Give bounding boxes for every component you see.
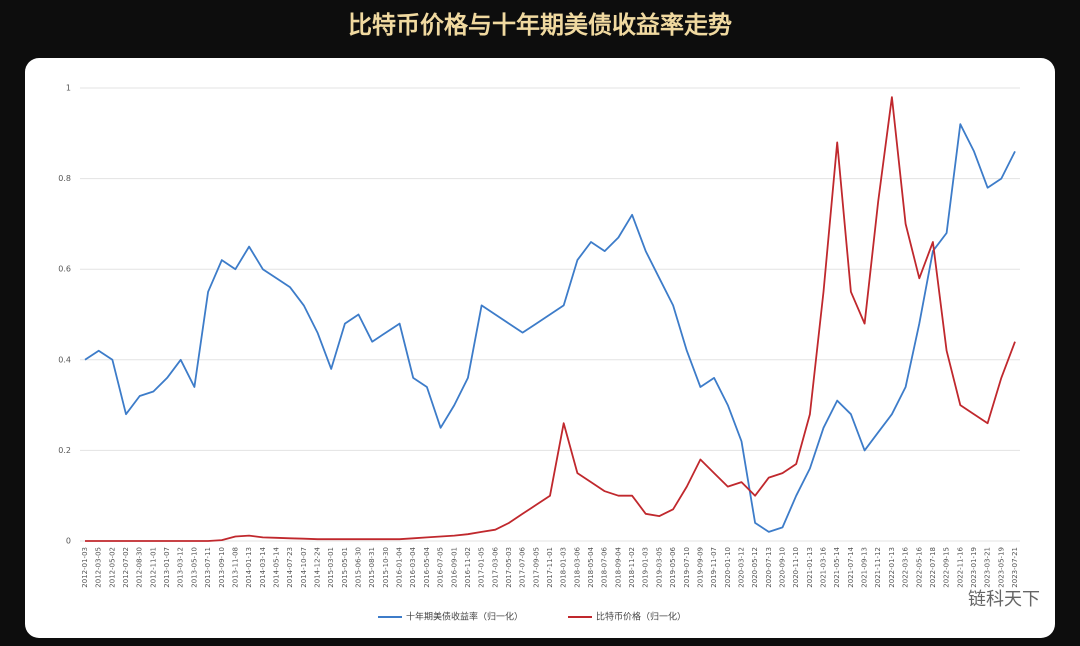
legend-label: 十年期美债收益率（归一化） — [406, 611, 523, 623]
x-tick-label: 2022-03-16 — [902, 546, 910, 587]
x-tick-label: 2020-03-12 — [737, 547, 745, 588]
x-tick-label: 2023-01-19 — [970, 547, 978, 588]
x-tick-label: 2013-09-10 — [218, 547, 226, 588]
x-tick-label: 2014-10-07 — [300, 547, 308, 588]
x-tick-label: 2019-11-07 — [710, 547, 718, 588]
x-tick-label: 2023-07-21 — [1011, 547, 1019, 588]
x-tick-label: 2016-03-04 — [409, 546, 417, 587]
x-tick-label: 2023-05-19 — [997, 547, 1005, 588]
x-tick-label: 2021-11-12 — [874, 547, 882, 588]
x-tick-label: 2017-07-06 — [519, 546, 527, 587]
x-tick-label: 2016-07-05 — [437, 547, 445, 588]
x-tick-label: 2016-11-02 — [464, 547, 472, 588]
x-tick-label: 2016-09-01 — [450, 547, 458, 588]
x-tick-label: 2014-07-23 — [286, 547, 294, 588]
x-tick-label: 2015-06-30 — [355, 547, 363, 588]
x-tick-label: 2018-03-06 — [573, 546, 581, 587]
watermark: 链科天下 — [968, 589, 1040, 610]
x-tick-label: 2012-08-30 — [136, 547, 144, 588]
x-tick-label: 2021-07-14 — [847, 546, 855, 587]
x-tick-label: 2018-09-04 — [614, 546, 622, 587]
x-tick-label: 2015-10-30 — [382, 547, 390, 588]
x-tick-label: 2017-05-03 — [505, 547, 513, 588]
x-tick-label: 2014-12-24 — [314, 546, 322, 587]
y-tick-label: 0.6 — [58, 265, 71, 274]
y-tick-label: 0 — [66, 537, 71, 546]
x-tick-label: 2020-05-12 — [751, 547, 759, 588]
x-tick-label: 2016-01-04 — [396, 546, 404, 587]
x-tick-label: 2021-09-13 — [861, 547, 869, 588]
x-tick-label: 2021-03-16 — [820, 546, 828, 587]
x-tick-label: 2016-05-04 — [423, 546, 431, 587]
x-tick-label: 2017-09-05 — [532, 547, 540, 588]
x-tick-label: 2012-03-05 — [95, 547, 103, 588]
y-tick-label: 0.4 — [58, 355, 71, 364]
x-tick-label: 2012-07-02 — [122, 547, 130, 588]
y-tick-label: 0.8 — [58, 174, 71, 183]
x-tick-label: 2022-01-13 — [888, 547, 896, 588]
x-tick-label: 2012-05-02 — [108, 547, 116, 588]
x-tick-label: 2018-11-02 — [628, 547, 636, 588]
x-tick-label: 2018-07-06 — [601, 546, 609, 587]
line-series — [85, 96, 1016, 542]
x-tick-label: 2014-03-14 — [259, 546, 267, 587]
x-tick-label: 2017-11-01 — [546, 547, 554, 588]
chart-title: 比特币价格与十年期美债收益率走势 — [348, 11, 732, 39]
y-tick-label: 1 — [66, 84, 71, 93]
x-tick-label: 2018-05-04 — [587, 546, 595, 587]
x-tick-label: 2020-09-10 — [779, 547, 787, 588]
x-tick-label: 2019-05-06 — [669, 546, 677, 587]
x-tick-label: 2020-01-10 — [724, 547, 732, 588]
x-tick-label: 2023-03-21 — [984, 547, 992, 588]
x-tick-label: 2022-09-15 — [943, 547, 951, 588]
x-tick-label: 2019-01-03 — [642, 547, 650, 588]
x-tick-label: 2021-01-13 — [806, 547, 814, 588]
x-tick-label: 2012-01-03 — [81, 547, 89, 588]
legend-label: 比特币价格（归一化） — [596, 611, 686, 623]
x-tick-label: 2020-07-13 — [765, 547, 773, 588]
x-tick-label: 2019-07-10 — [683, 547, 691, 588]
x-tick-label: 2013-05-10 — [190, 547, 198, 588]
line-series — [84, 123, 1016, 533]
x-tick-label: 2015-03-01 — [327, 547, 335, 588]
x-tick-label: 2013-03-12 — [177, 547, 185, 588]
y-tick-label: 0.2 — [58, 446, 71, 455]
x-tick-label: 2021-05-14 — [833, 546, 841, 587]
x-tick-label: 2019-03-05 — [655, 547, 663, 588]
x-tick-label: 2013-07-11 — [204, 547, 212, 588]
x-tick-label: 2022-05-16 — [915, 546, 923, 587]
x-tick-label: 2019-09-09 — [696, 547, 704, 588]
x-tick-label: 2014-01-13 — [245, 547, 253, 588]
x-tick-label: 2015-08-31 — [368, 547, 376, 588]
x-tick-label: 2018-01-03 — [560, 547, 568, 588]
x-tick-label: 2013-01-07 — [163, 547, 171, 588]
x-tick-label: 2022-11-16 — [956, 546, 964, 587]
x-tick-label: 2015-05-01 — [341, 547, 349, 588]
x-tick-label: 2017-03-06 — [491, 546, 499, 587]
x-tick-label: 2020-11-10 — [792, 547, 800, 588]
x-tick-label: 2022-07-18 — [929, 547, 937, 588]
x-tick-label: 2017-01-05 — [478, 547, 486, 588]
x-tick-label: 2014-05-14 — [272, 546, 280, 587]
x-tick-label: 2013-11-08 — [231, 547, 239, 588]
x-tick-label: 2012-11-01 — [149, 547, 157, 588]
